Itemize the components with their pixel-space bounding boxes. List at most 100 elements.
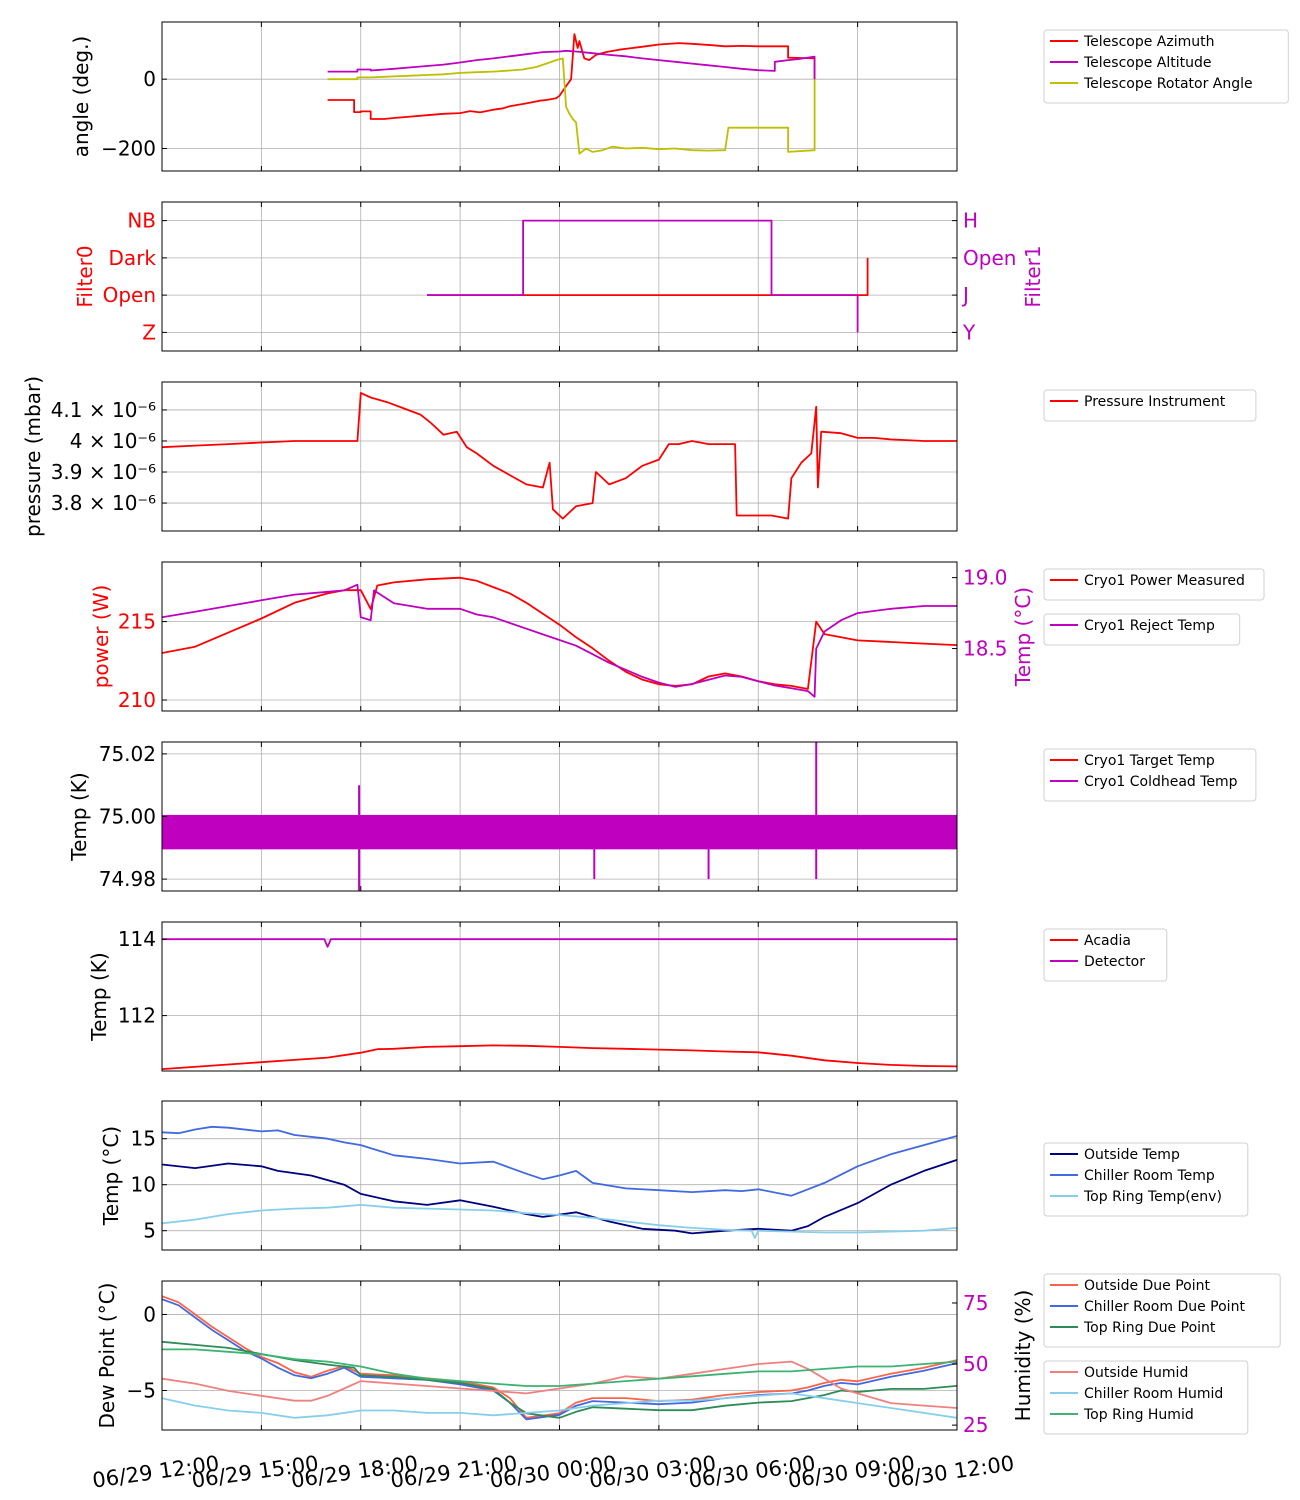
series-group <box>162 1295 957 1421</box>
legend-pressure: Pressure Instrument <box>1043 389 1257 422</box>
series-line-pressure-instrument <box>162 392 957 520</box>
y-tick-label-right: 50 <box>963 1352 988 1376</box>
y-tick-label-right: 25 <box>963 1413 988 1437</box>
legend-label: Pressure Instrument <box>1084 394 1226 410</box>
y-axis-label-right: Humidity (%) <box>1011 1290 1035 1422</box>
series-line-cryo1-reject-temp <box>162 583 957 698</box>
legend-label: Outside Humid <box>1084 1365 1188 1381</box>
y-tick-label-right: H <box>963 209 978 233</box>
y-tick-label: 15 <box>131 1127 156 1151</box>
y-tick-label: 114 <box>118 927 156 951</box>
y-axis-label: power (W) <box>89 585 113 689</box>
y-tick-label: 0 <box>143 1302 156 1326</box>
legend-label: Chiller Room Due Point <box>1084 1299 1245 1315</box>
series-line-cryo1-power-measured <box>162 576 957 690</box>
y-tick-label: 4.1 × 10⁻⁶ <box>51 398 156 422</box>
legend-box <box>1043 1142 1249 1217</box>
y-tick-label: 5 <box>143 1219 156 1243</box>
y-axis-label: Filter0 <box>73 245 97 307</box>
series-group <box>327 33 816 155</box>
y-tick-label: 10 <box>131 1173 156 1197</box>
legend-label: Top Ring Temp(env) <box>1083 1189 1222 1205</box>
legend-label: Cryo1 Power Measured <box>1084 573 1245 589</box>
y-tick-label: Open <box>103 283 156 307</box>
y-tick-label: Dark <box>109 246 157 270</box>
legend-label: Top Ring Humid <box>1083 1407 1194 1423</box>
legend-box <box>1043 568 1265 601</box>
y-tick-label-right: Y <box>962 320 976 344</box>
series-line-chiller-room-humid <box>162 1392 957 1419</box>
legend-label: Telescope Rotator Angle <box>1083 76 1253 92</box>
panel-acadia: 112 114 Temp (K) <box>87 921 958 1072</box>
y-axis-label-right: Filter1 <box>1021 245 1045 307</box>
legend-box <box>1043 1273 1281 1348</box>
y-tick-label: Z <box>142 320 156 344</box>
y-tick-label: 0 <box>143 67 156 91</box>
series-group <box>162 1125 957 1239</box>
series-group <box>162 938 957 1070</box>
y-tick-label-right: 19.0 <box>963 566 1008 590</box>
legend-box <box>1043 748 1257 802</box>
y-tick-label: 210 <box>118 688 156 712</box>
series-line-filter0 <box>427 257 869 296</box>
legend-box <box>1043 1360 1249 1435</box>
series-line-outside-humid <box>162 1360 957 1409</box>
series-group <box>162 742 957 891</box>
panel-cryo_power: 210 215 18.5 19.0 power (W) Temp (°C) <box>89 561 1035 712</box>
legend-dewpoint: Outside Due Point Chiller Room Due Point T… <box>1043 1273 1281 1435</box>
y-tick-label: 3.9 × 10⁻⁶ <box>51 460 156 484</box>
legend-box <box>1043 613 1241 646</box>
series-line-telescope-rotator-angle <box>327 57 816 155</box>
legend-cryo_temp: Cryo1 Target Temp Cryo1 Coldhead Temp <box>1043 748 1257 802</box>
legend-label: Cryo1 Coldhead Temp <box>1084 774 1238 790</box>
legend-label: Telescope Azimuth <box>1083 34 1214 50</box>
legend-label: Outside Temp <box>1084 1147 1180 1163</box>
y-tick-label: −5 <box>127 1378 156 1402</box>
legend-box <box>1043 29 1289 104</box>
panel-cryo_temp: 74.98 75.00 75.02 Temp (K) <box>67 741 958 892</box>
y-tick-label: 75.02 <box>99 742 156 766</box>
legend-label: Chiller Room Temp <box>1084 1168 1215 1184</box>
y-tick-label: 112 <box>118 1004 156 1028</box>
series-group <box>162 392 957 520</box>
y-axis-label: Temp (K) <box>67 772 91 861</box>
y-tick-label: 74.98 <box>99 867 156 891</box>
y-tick-label-right: J <box>961 283 969 307</box>
legend-label: Telescope Altitude <box>1083 55 1212 71</box>
y-tick-label: 4 × 10⁻⁶ <box>70 429 156 453</box>
panel-telescope: 0 −200 angle (deg.) <box>69 21 958 172</box>
coldhead-temp-band <box>162 814 957 850</box>
y-axis-label: pressure (mbar) <box>21 376 45 537</box>
legend-acadia: Acadia Detector <box>1043 928 1168 982</box>
legend-label: Detector <box>1084 954 1145 970</box>
series-line-chiller-room-temp <box>162 1125 957 1197</box>
y-axis-label: angle (deg.) <box>69 36 93 158</box>
y-tick-label-right: 18.5 <box>963 637 1008 661</box>
legend-label: Cryo1 Reject Temp <box>1084 618 1215 634</box>
legend-label: Acadia <box>1084 933 1131 949</box>
y-tick-label: NB <box>127 209 156 233</box>
series-line-acadia <box>162 1044 957 1070</box>
y-tick-label-right: Open <box>963 246 1016 270</box>
series-line-filter1 <box>427 219 859 333</box>
legend-label: Top Ring Due Point <box>1083 1320 1216 1336</box>
y-tick-label: 75.00 <box>99 805 156 829</box>
legend-label: Outside Due Point <box>1084 1278 1211 1294</box>
series-line-top-ring-temp-env- <box>162 1204 957 1239</box>
panel-dewpoint: −5 0 25 50 75 Dew Point (°C) Humidity (%) <box>95 1280 1035 1437</box>
legend-label: Cryo1 Target Temp <box>1084 753 1215 769</box>
series-group <box>427 219 869 333</box>
legend-cryo_power: Cryo1 Power Measured Cryo1 Reject Temp <box>1043 568 1265 646</box>
y-tick-label: 215 <box>118 610 156 634</box>
series-line-telescope-altitude <box>327 49 816 80</box>
legend-box <box>1043 389 1257 422</box>
legend-telescope: Telescope Azimuth Telescope Altitude Teles… <box>1043 29 1289 104</box>
y-tick-label-right: 75 <box>963 1291 988 1315</box>
series-line-top-ring-humid <box>162 1348 957 1387</box>
panel-env_temp: 5 10 15 Temp (°C) <box>99 1100 958 1251</box>
series-line-telescope-azimuth <box>327 33 816 120</box>
y-axis-label: Temp (°C) <box>99 1126 123 1226</box>
panel-pressure: 3.8 × 10⁻⁶ 3.9 × 10⁻⁶ 4 × 10⁻⁶ 4.1 × 10⁻⁶pr… <box>21 376 958 537</box>
series-line-detector <box>162 938 957 948</box>
